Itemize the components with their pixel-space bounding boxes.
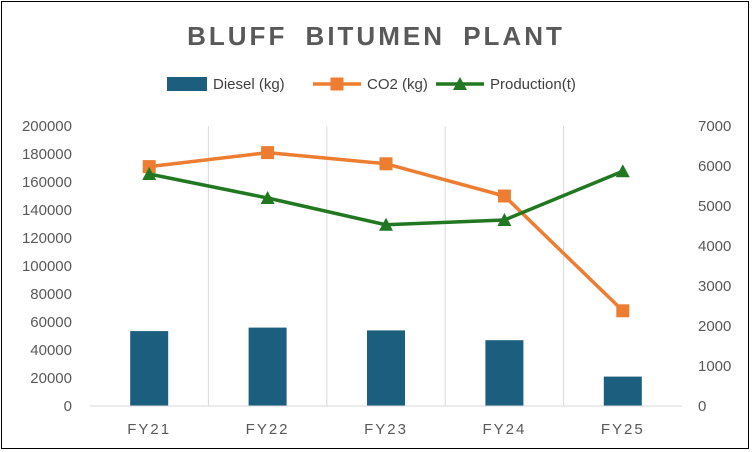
production-point <box>379 217 393 231</box>
category-label: FY23 <box>364 421 408 438</box>
category-label: FY22 <box>246 421 290 438</box>
co2-point <box>497 189 511 203</box>
left-axis-tick-label: 0 <box>64 398 72 415</box>
left-axis-tick-label: 80000 <box>30 286 72 303</box>
co2-point <box>261 146 275 160</box>
legend-marker-triangle <box>453 77 467 90</box>
co2-point <box>142 160 156 174</box>
legend-label: Production(t) <box>490 76 576 93</box>
chart-title: BLUFF BITUMEN PLANT <box>187 21 565 51</box>
gridlines <box>207 126 565 406</box>
right-axis-tick-label: 6000 <box>698 158 731 175</box>
diesel-bar <box>367 330 405 406</box>
production-point <box>615 164 630 178</box>
co2-point <box>616 304 630 318</box>
left-axis-tick-label: 20000 <box>30 370 72 387</box>
production-line <box>148 169 624 227</box>
legend: Diesel (kg) CO2 (kg) Production(t) <box>167 76 576 93</box>
legend-label: Diesel (kg) <box>213 76 285 93</box>
diesel-bar <box>248 327 287 406</box>
legend-marker-square <box>330 77 344 91</box>
right-axis-tick-label: 1000 <box>698 358 731 375</box>
diesel-bar <box>485 340 524 406</box>
category-label: FY21 <box>127 421 171 438</box>
production-point <box>260 191 275 204</box>
production-point <box>497 213 512 226</box>
legend-label: CO2 (kg) <box>367 76 428 93</box>
right-axis-tick-label: 2000 <box>698 318 731 335</box>
legend-swatch-diesel <box>167 77 207 91</box>
right-axis-tick-label: 0 <box>698 398 706 415</box>
diesel-bar <box>603 376 642 406</box>
line-series <box>142 146 630 318</box>
left-axis-tick-label: 200000 <box>22 118 72 135</box>
left-axis-tick-label: 40000 <box>30 342 72 359</box>
production-point <box>142 167 157 180</box>
category-label: FY25 <box>601 421 645 438</box>
right-axis-tick-label: 5000 <box>698 198 731 215</box>
right-axis-tick-label: 3000 <box>698 278 731 295</box>
left-axis-tick-label: 120000 <box>22 230 72 247</box>
left-axis-tick-label: 160000 <box>22 174 72 191</box>
left-axis-tick-label: 180000 <box>22 146 72 163</box>
right-axis-tick-label: 4000 <box>698 238 731 255</box>
right-axis-tick-label: 7000 <box>698 118 731 135</box>
co2-line <box>148 150 625 313</box>
axes: 0200004000060000800001000001200001400001… <box>22 118 731 438</box>
left-axis-tick-label: 140000 <box>22 202 72 219</box>
co2-point <box>379 157 393 171</box>
category-label: FY24 <box>482 421 526 438</box>
left-axis-tick-label: 100000 <box>22 258 72 275</box>
bar-series <box>130 327 642 406</box>
left-axis-tick-label: 60000 <box>30 314 72 331</box>
diesel-bar <box>130 331 169 406</box>
